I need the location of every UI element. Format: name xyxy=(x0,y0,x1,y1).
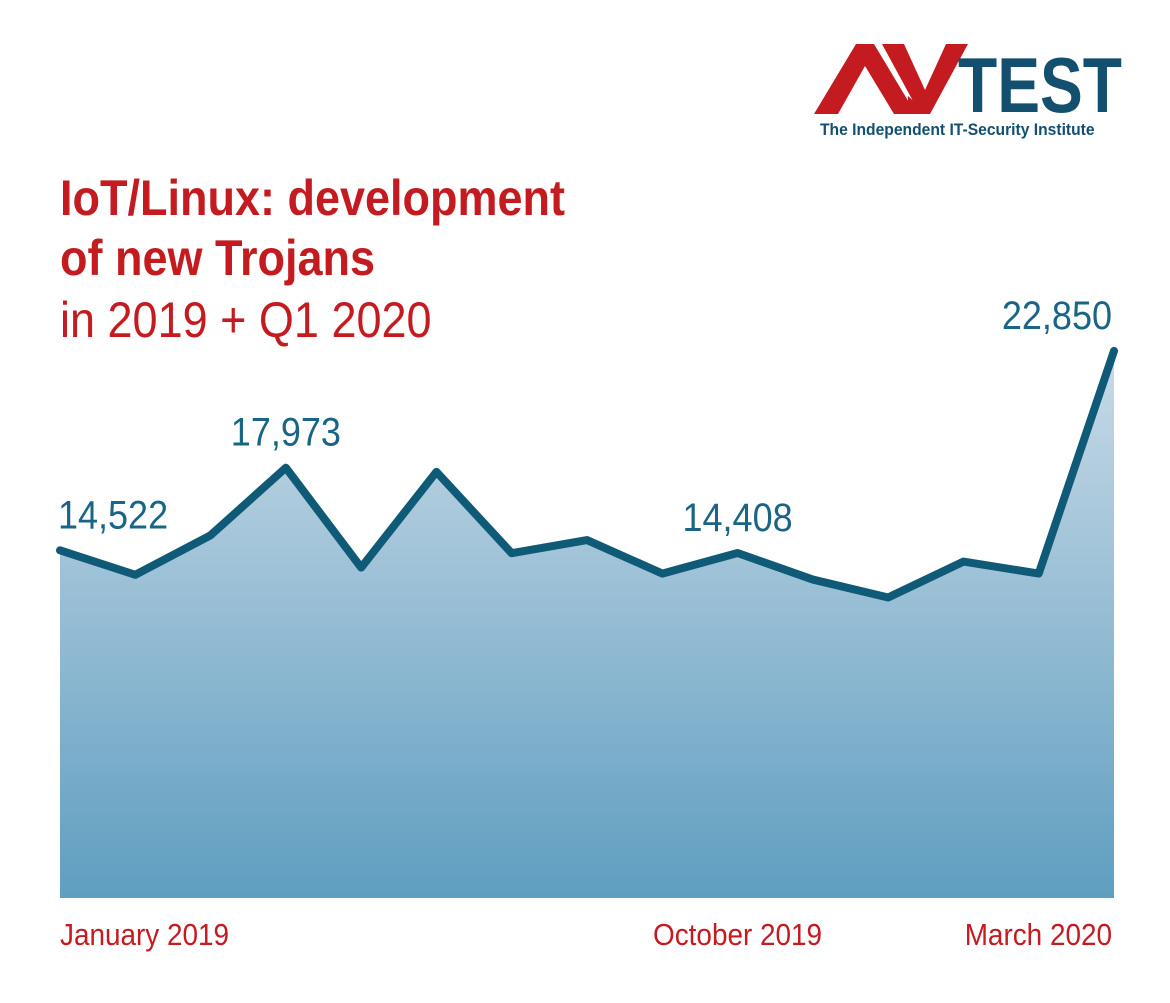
title-line-1: IoT/Linux: development xyxy=(60,170,566,226)
chart-title: IoT/Linux: development of new Trojans in… xyxy=(60,168,621,352)
data-label: 14,408 xyxy=(683,496,793,540)
x-tick-label: October 2019 xyxy=(653,918,822,953)
series-line xyxy=(56,346,1118,602)
x-tick-label: March 2020 xyxy=(965,918,1112,953)
data-label: 17,973 xyxy=(231,411,341,455)
x-tick-label: January 2019 xyxy=(60,918,229,953)
av-mark-icon xyxy=(814,44,968,114)
av-test-logo: TEST xyxy=(814,41,1122,129)
data-label: 14,522 xyxy=(58,494,168,538)
title-line-2: of new Trojans xyxy=(60,230,376,286)
logo-test-text: TEST xyxy=(958,41,1122,129)
logo-tagline: The Independent IT-Security Institute xyxy=(820,120,1095,139)
data-label: 22,850 xyxy=(1002,294,1112,338)
area-fill xyxy=(60,350,1114,898)
title-line-3: in 2019 + Q1 2020 xyxy=(60,292,432,348)
